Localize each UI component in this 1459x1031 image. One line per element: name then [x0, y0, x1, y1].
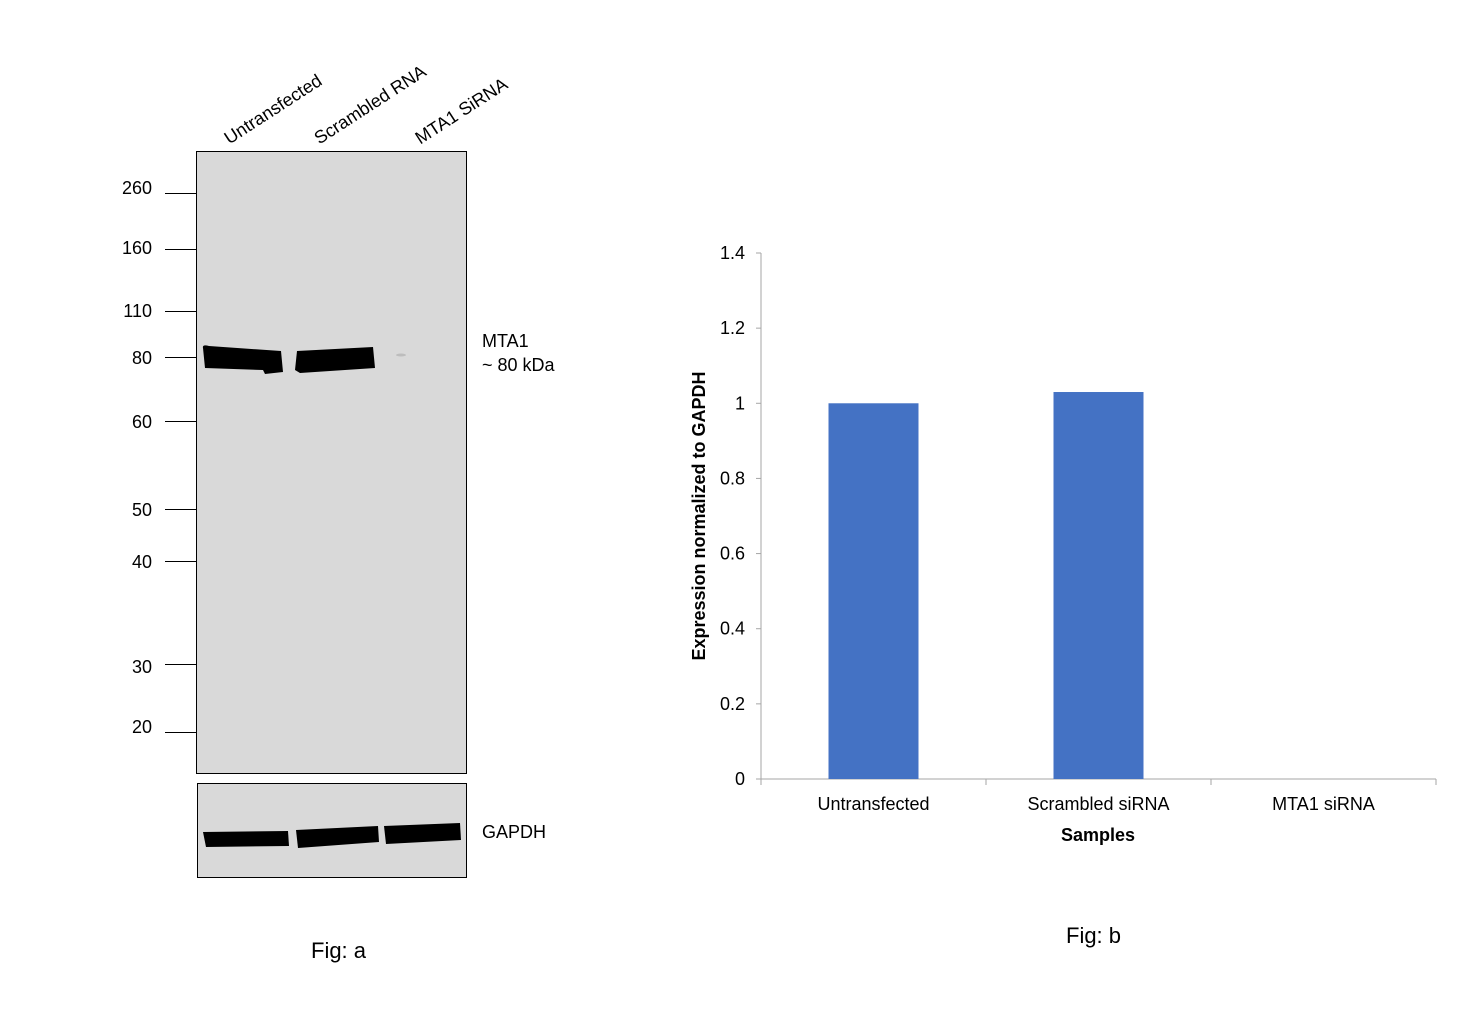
mw-tick [165, 732, 197, 733]
mw-260: 260 [121, 178, 152, 198]
mw-160: 160 [121, 238, 152, 258]
y-axis-title: Expression normalized to GAPDH [689, 371, 709, 660]
mw-20: 20 [131, 717, 152, 737]
y-tick-label: 0.2 [720, 694, 745, 714]
y-tick-label: 0.8 [720, 468, 745, 488]
mw-tick [165, 249, 197, 250]
x-tick-label: MTA1 siRNA [1272, 794, 1375, 814]
western-blot-gapdh [197, 783, 467, 878]
x-axis-title: Samples [1061, 825, 1135, 845]
bar-0 [828, 403, 919, 779]
mw-tick [165, 509, 197, 510]
mw-tick [165, 421, 197, 422]
gapdh-label: GAPDH [482, 822, 547, 842]
band-label-size: ~ 80 kDa [482, 355, 555, 375]
mw-tick [165, 561, 197, 562]
bar-1 [1053, 392, 1144, 779]
band-untransfected [202, 345, 283, 374]
mw-60: 60 [131, 412, 152, 432]
mw-40: 40 [131, 552, 152, 572]
mw-tick [165, 357, 197, 358]
mw-tick [165, 193, 197, 194]
y-tick-label: 0.6 [720, 544, 745, 564]
mw-80: 80 [131, 348, 152, 368]
mw-110: 110 [123, 301, 152, 321]
western-blot-main [196, 151, 467, 774]
band-scrambled [295, 347, 375, 373]
gapdh-band-mta1-sirna [384, 823, 461, 844]
mw-30: 30 [131, 657, 152, 677]
gapdh-band-scrambled [296, 826, 379, 848]
y-tick-label: 1 [735, 393, 745, 413]
band-label-mta1: MTA1 [482, 331, 529, 351]
x-tick-label: Scrambled siRNA [1027, 794, 1169, 814]
gapdh-band-untransfected [203, 831, 289, 847]
caption-fig-a: Fig: a [311, 938, 367, 963]
caption-fig-b: Fig: b [1066, 923, 1122, 948]
mw-50: 50 [131, 500, 152, 520]
mw-tick [165, 664, 197, 665]
y-tick-label: 0.4 [720, 619, 745, 639]
mta1-bands [202, 345, 406, 374]
gapdh-bands [203, 823, 461, 848]
band-mta1-sirna-faint [396, 353, 406, 357]
x-tick-label: Untransfected [817, 794, 929, 814]
y-tick-label: 1.2 [720, 318, 745, 338]
y-tick-label: 0 [735, 769, 745, 789]
mw-tick [165, 311, 197, 312]
y-tick-label: 1.4 [720, 243, 745, 263]
